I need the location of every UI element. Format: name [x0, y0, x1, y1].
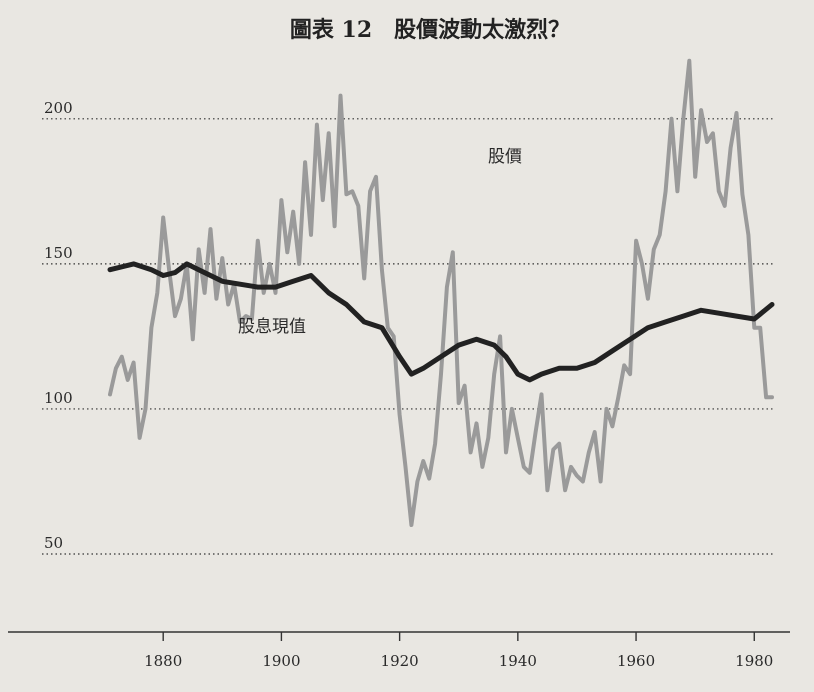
y-tick-label: 200	[44, 99, 73, 117]
x-tick-label: 1980	[735, 652, 773, 670]
x-tick-label: 1900	[262, 652, 300, 670]
grid	[42, 118, 775, 555]
series-line-stock-price	[108, 58, 774, 527]
y-tick-label: 50	[44, 534, 63, 552]
y-tick-label: 100	[44, 389, 73, 407]
series-label-stock-price: 股價	[488, 147, 522, 167]
chart-title: 圖表 12 股價波動太激烈？	[290, 17, 570, 43]
x-tick-label: 1880	[144, 652, 182, 670]
x-tick-label: 1940	[499, 652, 537, 670]
x-tick-label: 1960	[617, 652, 655, 670]
x-axis: 1880 1900 1920 1940 1960 1980	[8, 631, 790, 670]
y-tick-label: 150	[44, 244, 73, 262]
series-label-dividend-pv: 股息現值	[238, 317, 306, 337]
series-group	[107, 58, 775, 527]
series-line-dividend-pv	[107, 261, 775, 383]
y-axis: 50 100 150 200	[44, 99, 73, 552]
x-tick-label: 1920	[381, 652, 419, 670]
